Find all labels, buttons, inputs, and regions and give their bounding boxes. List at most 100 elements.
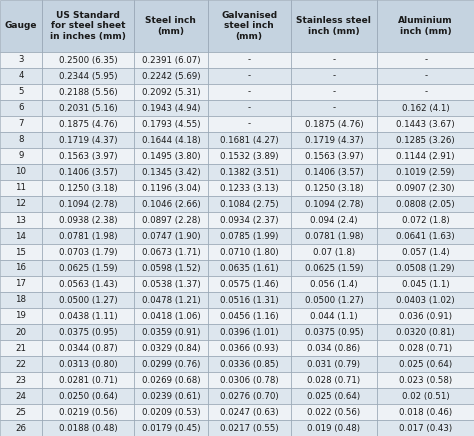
Text: 0.0306 (0.78): 0.0306 (0.78) [220, 375, 278, 385]
Bar [377, 148, 474, 164]
Bar [291, 292, 377, 308]
Bar [42, 228, 134, 244]
Bar [42, 132, 134, 148]
Text: 0.0359 (0.91): 0.0359 (0.91) [142, 327, 200, 337]
Bar [134, 340, 208, 356]
Text: US Standard
for steel sheet
in inches (mm): US Standard for steel sheet in inches (m… [50, 11, 126, 41]
Bar [208, 404, 291, 420]
Text: Steel inch
(mm): Steel inch (mm) [146, 16, 196, 36]
Text: 0.0538 (1.37): 0.0538 (1.37) [142, 279, 200, 289]
Bar [42, 212, 134, 228]
Text: 0.045 (1.1): 0.045 (1.1) [402, 279, 449, 289]
Text: 0.057 (1.4): 0.057 (1.4) [402, 248, 449, 256]
Text: 26: 26 [15, 423, 27, 433]
Bar [377, 228, 474, 244]
Bar [208, 68, 291, 84]
Text: 22: 22 [15, 360, 27, 368]
Bar [377, 388, 474, 404]
Text: -: - [247, 88, 251, 96]
Bar [0, 132, 42, 148]
Bar [291, 100, 377, 116]
Bar [0, 260, 42, 276]
Bar [134, 164, 208, 180]
Text: 0.1793 (4.55): 0.1793 (4.55) [142, 119, 200, 129]
Text: 9: 9 [18, 151, 24, 160]
Text: 0.1382 (3.51): 0.1382 (3.51) [220, 167, 278, 177]
Text: 0.036 (0.91): 0.036 (0.91) [399, 311, 452, 320]
Bar [0, 180, 42, 196]
Text: 6: 6 [18, 103, 24, 112]
Text: -: - [332, 72, 336, 81]
Bar [0, 292, 42, 308]
Bar [291, 356, 377, 372]
Bar [0, 404, 42, 420]
Bar [291, 420, 377, 436]
Text: 0.0313 (0.80): 0.0313 (0.80) [59, 360, 117, 368]
Text: 0.07 (1.8): 0.07 (1.8) [313, 248, 355, 256]
Bar [208, 340, 291, 356]
Text: 0.1719 (4.37): 0.1719 (4.37) [59, 136, 117, 144]
Bar [134, 180, 208, 196]
Bar [377, 308, 474, 324]
Bar [42, 244, 134, 260]
Text: 0.0219 (0.56): 0.0219 (0.56) [59, 408, 117, 416]
Bar [377, 372, 474, 388]
Text: 0.0366 (0.93): 0.0366 (0.93) [220, 344, 278, 352]
Bar [291, 404, 377, 420]
Bar [0, 308, 42, 324]
Text: 0.0641 (1.63): 0.0641 (1.63) [396, 232, 455, 241]
Text: 0.1046 (2.66): 0.1046 (2.66) [142, 200, 200, 208]
Bar [208, 164, 291, 180]
Bar [0, 356, 42, 372]
Bar [377, 116, 474, 132]
Bar [377, 132, 474, 148]
Bar [42, 388, 134, 404]
Text: 0.017 (0.43): 0.017 (0.43) [399, 423, 452, 433]
Bar [0, 340, 42, 356]
Bar [134, 132, 208, 148]
Text: 0.0320 (0.81): 0.0320 (0.81) [396, 327, 455, 337]
Bar [291, 180, 377, 196]
Bar [42, 324, 134, 340]
Bar [208, 132, 291, 148]
Bar [208, 420, 291, 436]
Text: 0.0747 (1.90): 0.0747 (1.90) [142, 232, 200, 241]
Text: 0.0808 (2.05): 0.0808 (2.05) [396, 200, 455, 208]
Text: 0.034 (0.86): 0.034 (0.86) [307, 344, 361, 352]
Text: 0.0396 (1.01): 0.0396 (1.01) [220, 327, 278, 337]
Bar [208, 52, 291, 68]
Text: 0.0897 (2.28): 0.0897 (2.28) [142, 215, 200, 225]
Bar [377, 356, 474, 372]
Text: -: - [247, 103, 251, 112]
Bar [0, 84, 42, 100]
Text: 0.0785 (1.99): 0.0785 (1.99) [220, 232, 278, 241]
Text: 0.2031 (5.16): 0.2031 (5.16) [59, 103, 117, 112]
Bar [0, 0, 42, 52]
Bar [377, 68, 474, 84]
Bar [377, 180, 474, 196]
Text: 0.025 (0.64): 0.025 (0.64) [399, 360, 452, 368]
Text: Galvanised
steel inch
(mm): Galvanised steel inch (mm) [221, 11, 277, 41]
Bar [208, 244, 291, 260]
Text: -: - [247, 55, 251, 65]
Text: 24: 24 [15, 392, 27, 401]
Bar [208, 228, 291, 244]
Bar [291, 212, 377, 228]
Text: 0.1094 (2.78): 0.1094 (2.78) [59, 200, 117, 208]
Bar [134, 292, 208, 308]
Text: 0.0247 (0.63): 0.0247 (0.63) [220, 408, 278, 416]
Text: 0.1144 (2.91): 0.1144 (2.91) [396, 151, 455, 160]
Text: 0.1084 (2.75): 0.1084 (2.75) [220, 200, 278, 208]
Bar [42, 420, 134, 436]
Text: 0.02 (0.51): 0.02 (0.51) [402, 392, 449, 401]
Text: 15: 15 [15, 248, 27, 256]
Text: 7: 7 [18, 119, 24, 129]
Text: 25: 25 [15, 408, 27, 416]
Text: 11: 11 [15, 184, 27, 193]
Bar [291, 388, 377, 404]
Text: 0.028 (0.71): 0.028 (0.71) [399, 344, 452, 352]
Text: 12: 12 [15, 200, 27, 208]
Text: 0.0456 (1.16): 0.0456 (1.16) [220, 311, 278, 320]
Bar [42, 340, 134, 356]
Bar [208, 356, 291, 372]
